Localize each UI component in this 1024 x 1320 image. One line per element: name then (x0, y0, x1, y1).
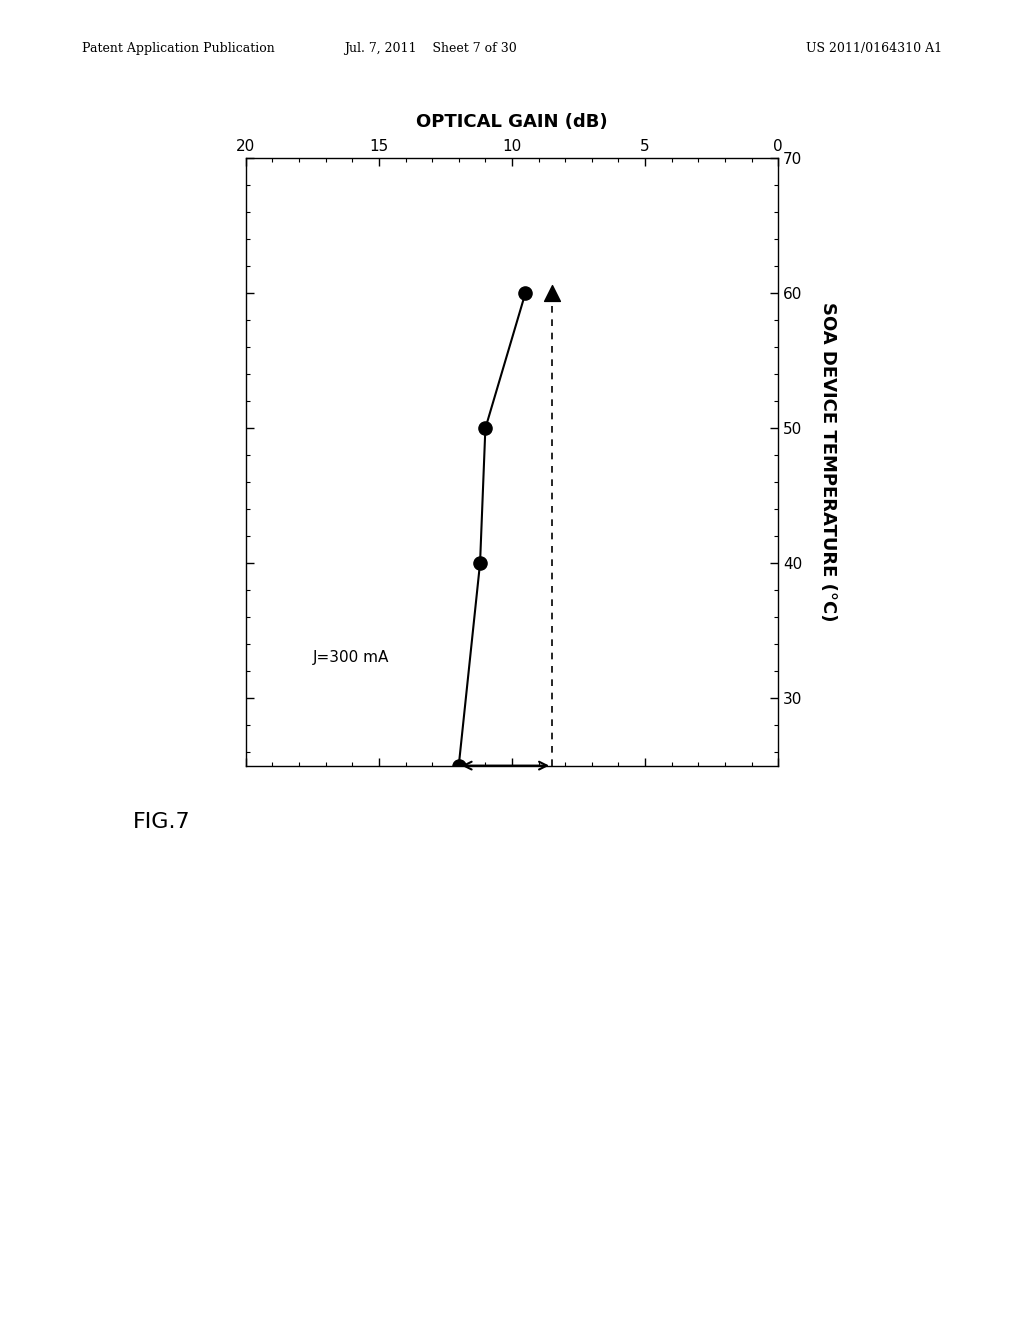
Y-axis label: SOA DEVICE TEMPERATURE (°C): SOA DEVICE TEMPERATURE (°C) (819, 302, 838, 622)
Point (517, 282, 534, 304)
Point (544, 282, 560, 304)
Text: Patent Application Publication: Patent Application Publication (82, 42, 274, 55)
Text: US 2011/0164310 A1: US 2011/0164310 A1 (806, 42, 942, 55)
Text: FIG.7: FIG.7 (133, 812, 190, 832)
Point (472, 553, 488, 574)
X-axis label: OPTICAL GAIN (dB): OPTICAL GAIN (dB) (416, 114, 608, 132)
Point (451, 755, 467, 776)
Text: Jul. 7, 2011    Sheet 7 of 30: Jul. 7, 2011 Sheet 7 of 30 (344, 42, 516, 55)
Text: J=300 mA: J=300 mA (312, 651, 389, 665)
Point (477, 417, 494, 438)
